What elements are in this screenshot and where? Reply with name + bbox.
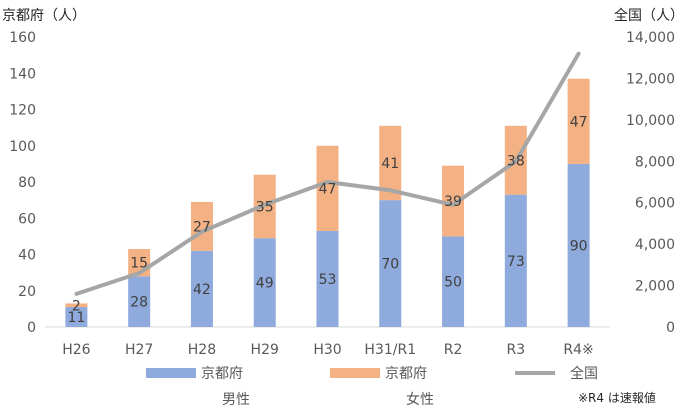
- data-label-male: 53: [319, 272, 337, 288]
- legend-sub-label: 男性: [222, 392, 250, 408]
- right-axis: 0 2,000 4,000 6,000 8,000 10,000 12,000 14,000: [626, 30, 675, 336]
- right-tick-label: 14,000: [626, 30, 675, 46]
- legend-label: 京都府: [385, 366, 427, 382]
- data-label-female: 39: [444, 194, 462, 210]
- left-tick-label: 80: [18, 175, 36, 191]
- bar-male: [316, 230, 339, 327]
- bar-male: [379, 200, 402, 327]
- data-label-male: 28: [130, 295, 148, 311]
- right-tick-label: 8,000: [635, 154, 675, 170]
- x-tick-label: H30: [313, 342, 341, 358]
- right-tick-label: 6,000: [635, 196, 675, 212]
- line-series: [74, 51, 581, 296]
- data-labels: 112 28 15 42 27 49 35 53 47 70 41 50 39 73 38 90 47: [67, 114, 587, 326]
- right-tick-label: 0: [666, 320, 675, 336]
- data-label-male: 42: [193, 282, 211, 298]
- right-tick-label: 12,000: [626, 71, 675, 87]
- note: ※R4 は速報値: [578, 390, 656, 405]
- left-tick-label: 120: [9, 103, 36, 119]
- left-tick-label: 0: [27, 320, 36, 336]
- x-tick-label: H28: [188, 342, 216, 358]
- legend-swatch: [330, 368, 380, 378]
- right-tick-label: 10,000: [626, 113, 675, 129]
- left-tick-label: 20: [18, 284, 36, 300]
- bar-series: [65, 78, 590, 327]
- bar-male: [504, 194, 527, 327]
- bar-female: [567, 78, 590, 164]
- data-label-female: 41: [381, 156, 399, 172]
- left-tick-label: 60: [18, 211, 36, 227]
- legend-sub-label: 女性: [406, 391, 434, 408]
- legend-swatch: [146, 368, 196, 378]
- data-label-male: 73: [507, 254, 525, 270]
- data-label-female: 47: [570, 114, 588, 130]
- data-label-male: 11: [67, 310, 85, 326]
- right-tick-label: 2,000: [635, 279, 675, 295]
- line-national: [74, 51, 581, 296]
- legend-label: 全国: [570, 365, 598, 382]
- data-label-male: 50: [444, 275, 462, 291]
- data-label-female: 38: [507, 153, 525, 169]
- left-tick-label: 40: [18, 248, 36, 264]
- data-label-female: 35: [256, 199, 274, 215]
- left-axis: 0 20 40 60 80 100 120 140 160: [9, 30, 36, 336]
- x-tick-label: R4※: [563, 342, 593, 358]
- data-label-female: 2: [72, 298, 81, 314]
- right-axis-unit: 全国（人）: [614, 7, 684, 24]
- data-label-female: 27: [193, 219, 211, 235]
- bar-female: [379, 125, 402, 201]
- left-tick-label: 160: [9, 30, 36, 46]
- bar-male: [442, 236, 465, 327]
- bar-female: [316, 145, 339, 231]
- x-tick-label: H31/R1: [364, 342, 416, 358]
- bar-male: [65, 307, 88, 327]
- bar-female: [65, 303, 88, 308]
- bar-female: [190, 201, 213, 251]
- data-label-male: 90: [570, 238, 588, 254]
- x-tick-label: H26: [62, 342, 90, 358]
- legend-label: 京都府: [201, 366, 243, 382]
- data-label-female: 15: [130, 256, 148, 272]
- x-axis: H26 H27 H28 H29 H30 H31/R1 R2 R3 R4※: [62, 342, 594, 358]
- data-label-female: 47: [319, 181, 337, 197]
- left-tick-label: 100: [9, 139, 36, 155]
- x-tick-label: R2: [444, 342, 463, 358]
- x-tick-label: H29: [251, 342, 279, 358]
- bar-female: [442, 165, 465, 237]
- bar-male: [128, 276, 151, 327]
- x-tick-label: R3: [507, 342, 526, 358]
- data-label-male: 49: [256, 276, 274, 292]
- right-tick-label: 4,000: [635, 237, 675, 253]
- bar-male: [190, 250, 213, 327]
- data-label-male: 70: [381, 257, 399, 273]
- bar-male: [253, 238, 276, 327]
- bar-male: [567, 163, 590, 327]
- left-axis-unit: 京都府（人）: [2, 8, 86, 24]
- left-tick-label: 140: [9, 66, 36, 82]
- x-tick-label: H27: [125, 342, 153, 358]
